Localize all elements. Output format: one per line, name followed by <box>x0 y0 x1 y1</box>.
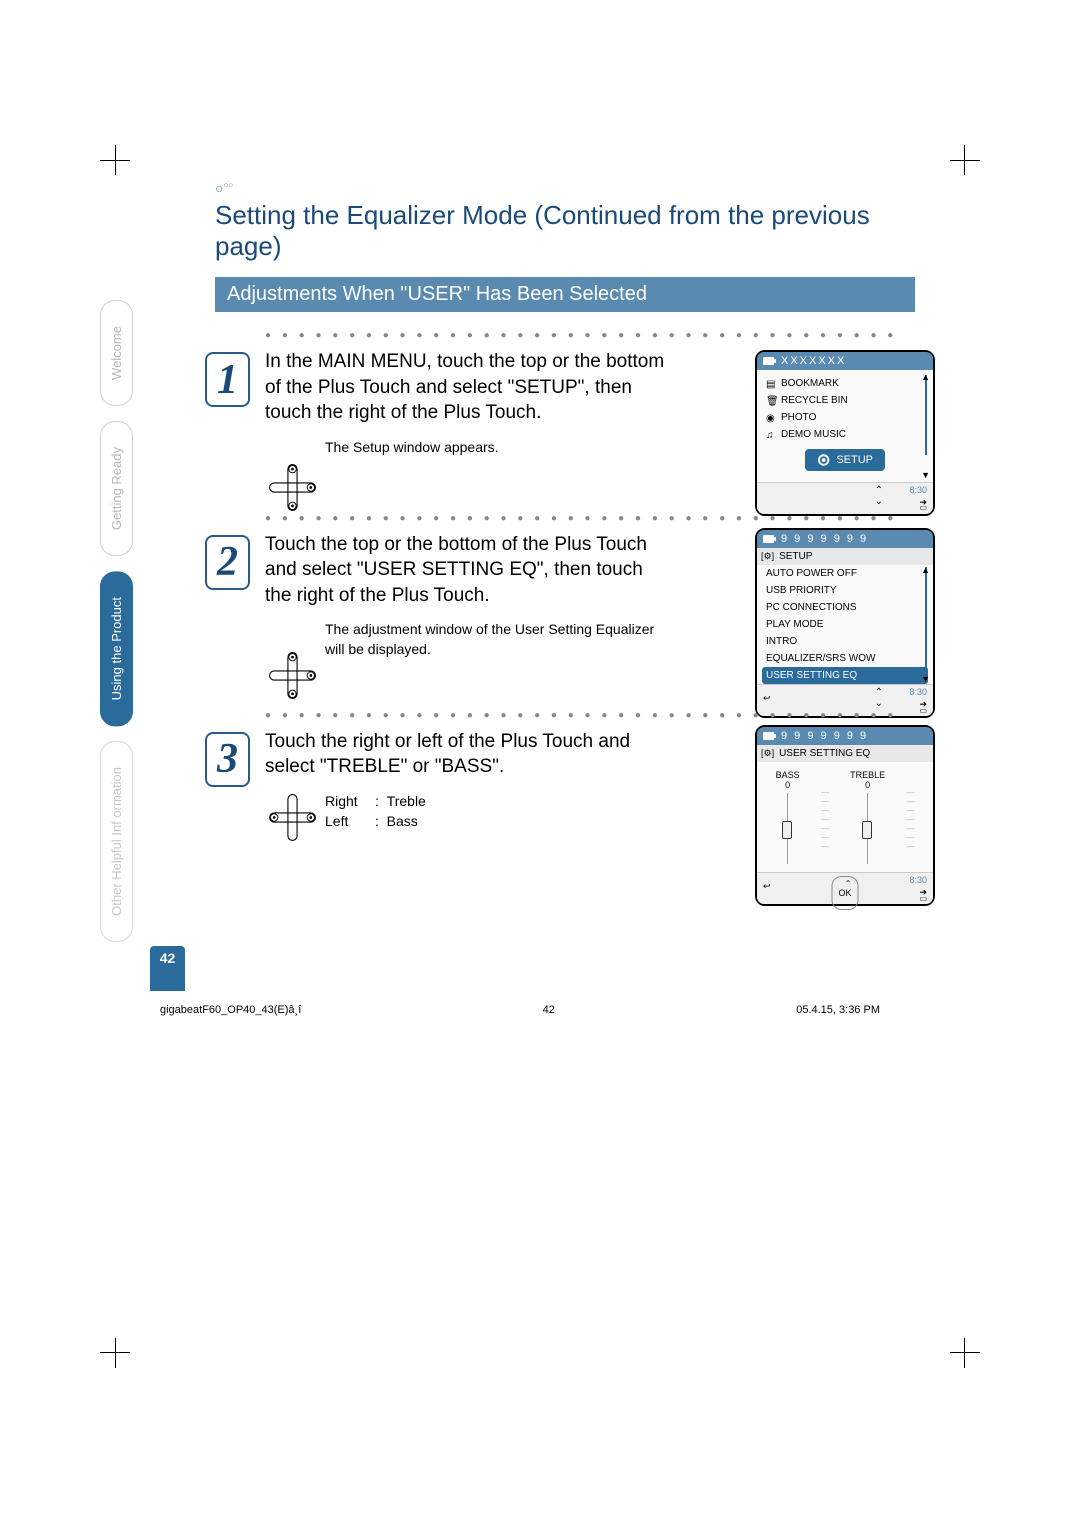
menu-item: PC CONNECTIONS <box>762 599 928 616</box>
sidebar-tab-welcome: Welcome <box>100 300 133 406</box>
plus-touch-icon <box>265 460 320 515</box>
screen-title: 9 9 9 9 9 9 9 <box>781 730 868 742</box>
menu-item: INTRO <box>762 633 928 650</box>
plus-touch-icon <box>265 790 320 845</box>
nav-arrows-icon: ⌃⌄ <box>875 485 883 507</box>
sidebar-nav: Welcome Getting Ready Using the Product … <box>100 300 150 957</box>
step-1-detail: The Setup window appears. <box>325 438 675 458</box>
slider-knob <box>862 821 872 839</box>
bass-slider: BASS 0 <box>776 770 800 864</box>
screen-header: XXXXXXX <box>757 352 933 370</box>
divider-dots: ● ● ● ● ● ● ● ● ● ● ● ● ● ● ● ● ● ● ● ● … <box>265 330 905 341</box>
screen-title: 9 9 9 9 9 9 9 <box>781 533 868 545</box>
menu-item-demo: ♫DEMO MUSIC <box>762 426 928 443</box>
menu-item-recycle: 🗑RECYCLE BIN <box>762 392 928 409</box>
screen-header: 9 9 9 9 9 9 9 <box>757 727 933 745</box>
scroll-down-icon: ▼ <box>921 674 930 684</box>
back-icon: ↩ <box>763 881 771 892</box>
menu-item-bookmark: ▤BOOKMARK <box>762 375 928 392</box>
slider-knob <box>782 821 792 839</box>
sidebar-tab-other-info: Other Helpful Inf ormation <box>100 741 133 942</box>
setup-button: SETUP <box>805 449 885 471</box>
step-number-1: 1 <box>205 352 250 407</box>
screen-title: XXXXXXX <box>781 355 846 367</box>
battery-icon <box>763 534 777 544</box>
scroll-up-icon: ▲ <box>921 372 930 382</box>
menu-item-photo: ◉PHOTO <box>762 409 928 426</box>
back-icon: ↩ <box>763 693 771 704</box>
screen-footer: ⌃⌄ 8:30 ➜ ▭ <box>757 482 933 514</box>
recycle-icon: 🗑 <box>766 396 776 406</box>
menu-item: USB PRIORITY <box>762 582 928 599</box>
document-footer: gigabeatF60_OP40_43(E)â¸î 42 05.4.15, 3:… <box>160 1004 880 1016</box>
screen-header: 9 9 9 9 9 9 9 <box>757 530 933 548</box>
scrollbar <box>925 567 927 677</box>
screen-eq-settings: 9 9 9 9 9 9 9 [⚙] USER SETTING EQ BASS 0… <box>755 725 935 906</box>
screen-subheader: [⚙] USER SETTING EQ <box>757 745 933 762</box>
menu-item: PLAY MODE <box>762 616 928 633</box>
scroll-up-icon: ▲ <box>921 565 930 575</box>
page-number-badge: 42 <box>150 946 185 991</box>
footer-time: 8:30 <box>909 485 927 495</box>
menu-item: AUTO POWER OFF <box>762 565 928 582</box>
tick-marks: ——————— <box>906 770 914 864</box>
step-number-3: 3 <box>205 732 250 787</box>
step-3-detail: Right: Treble Left: Bass <box>325 792 675 831</box>
screen-main-menu: XXXXXXX ▤BOOKMARK 🗑RECYCLE BIN ◉PHOTO ♫D… <box>755 350 935 516</box>
page-title: Setting the Equalizer Mode (Continued fr… <box>215 200 940 262</box>
battery-small-icon: ▭ <box>919 894 927 903</box>
divider-dots: ● ● ● ● ● ● ● ● ● ● ● ● ● ● ● ● ● ● ● ● … <box>265 513 905 524</box>
footer-page: 42 <box>543 1004 555 1016</box>
nav-arrows-icon: ⌃⌄ <box>875 687 883 709</box>
menu-item-selected: USER SETTING EQ <box>762 667 928 684</box>
battery-icon <box>763 356 777 366</box>
scroll-down-icon: ▼ <box>921 470 930 480</box>
photo-icon: ◉ <box>766 413 776 423</box>
step-2-instruction: Touch the top or the bottom of the Plus … <box>265 532 665 609</box>
battery-small-icon: ▭ <box>919 503 927 512</box>
gear-icon <box>817 453 830 467</box>
gear-icon: [⚙] <box>761 748 774 759</box>
footer-filename: gigabeatF60_OP40_43(E)â¸î <box>160 1004 301 1016</box>
plus-touch-icon <box>265 648 320 703</box>
menu-item: EQUALIZER/SRS WOW <box>762 650 928 667</box>
treble-slider: TREBLE 0 <box>850 770 885 864</box>
divider-dots: ● ● ● ● ● ● ● ● ● ● ● ● ● ● ● ● ● ● ● ● … <box>265 710 905 721</box>
footer-timestamp: 05.4.15, 3:36 PM <box>796 1004 880 1016</box>
eq-sliders: BASS 0 ——————— TREBLE 0 ——————— <box>757 762 933 872</box>
step-3-instruction: Touch the right or left of the Plus Touc… <box>265 729 665 780</box>
gear-icon: [⚙] <box>761 551 774 562</box>
step-1-instruction: In the MAIN MENU, touch the top or the b… <box>265 349 665 426</box>
screen-subheader: [⚙] SETUP <box>757 548 933 565</box>
section-heading: Adjustments When "USER" Has Been Selecte… <box>215 277 915 312</box>
sidebar-tab-getting-ready: Getting Ready <box>100 421 133 556</box>
screen-footer: ↩ ⌃ OK ⌄ 8:30 ➜ ▭ <box>757 872 933 904</box>
footer-time: 8:30 <box>909 687 927 697</box>
step-number-2: 2 <box>205 535 250 590</box>
ok-button: ⌃ OK ⌄ <box>831 876 858 910</box>
tick-marks: ——————— <box>821 770 829 864</box>
step-2-detail: The adjustment window of the User Settin… <box>325 620 675 659</box>
bookmark-icon: ▤ <box>766 379 776 389</box>
footer-time: 8:30 <box>909 875 927 885</box>
music-icon: ♫ <box>766 430 776 440</box>
screen-setup-menu: 9 9 9 9 9 9 9 [⚙] SETUP AUTO POWER OFF U… <box>755 528 935 718</box>
scrollbar <box>925 375 927 455</box>
battery-icon <box>763 731 777 741</box>
bubbles-icon: ○○○ <box>215 180 233 196</box>
sidebar-tab-using-product: Using the Product <box>100 571 133 726</box>
